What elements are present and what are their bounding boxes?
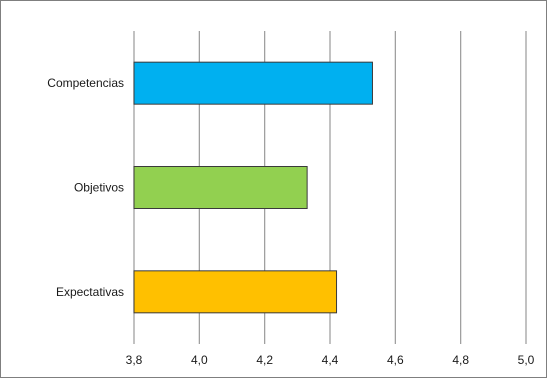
x-tick-label: 3,8: [126, 353, 143, 367]
bar: [133, 61, 373, 105]
category-label: Competencias: [47, 76, 124, 90]
x-tick-label: 4,2: [256, 353, 273, 367]
tick-labels: 3,8 4,0 4,2 4,4 4,6 4,8 5,0: [126, 353, 535, 367]
x-tick-label: 4,4: [322, 353, 339, 367]
category-label: Expectativas: [56, 285, 124, 299]
bars: [133, 61, 373, 314]
category-label: Objetivos: [74, 181, 124, 195]
bar: [133, 270, 338, 314]
bar: [133, 166, 308, 209]
x-tick-label: 4,8: [452, 353, 469, 367]
x-tick-label: 5,0: [518, 353, 535, 367]
x-tick-label: 4,0: [191, 353, 208, 367]
x-tick-label: 4,6: [387, 353, 404, 367]
category-labels: Competencias Objetivos Expectativas: [47, 76, 124, 299]
